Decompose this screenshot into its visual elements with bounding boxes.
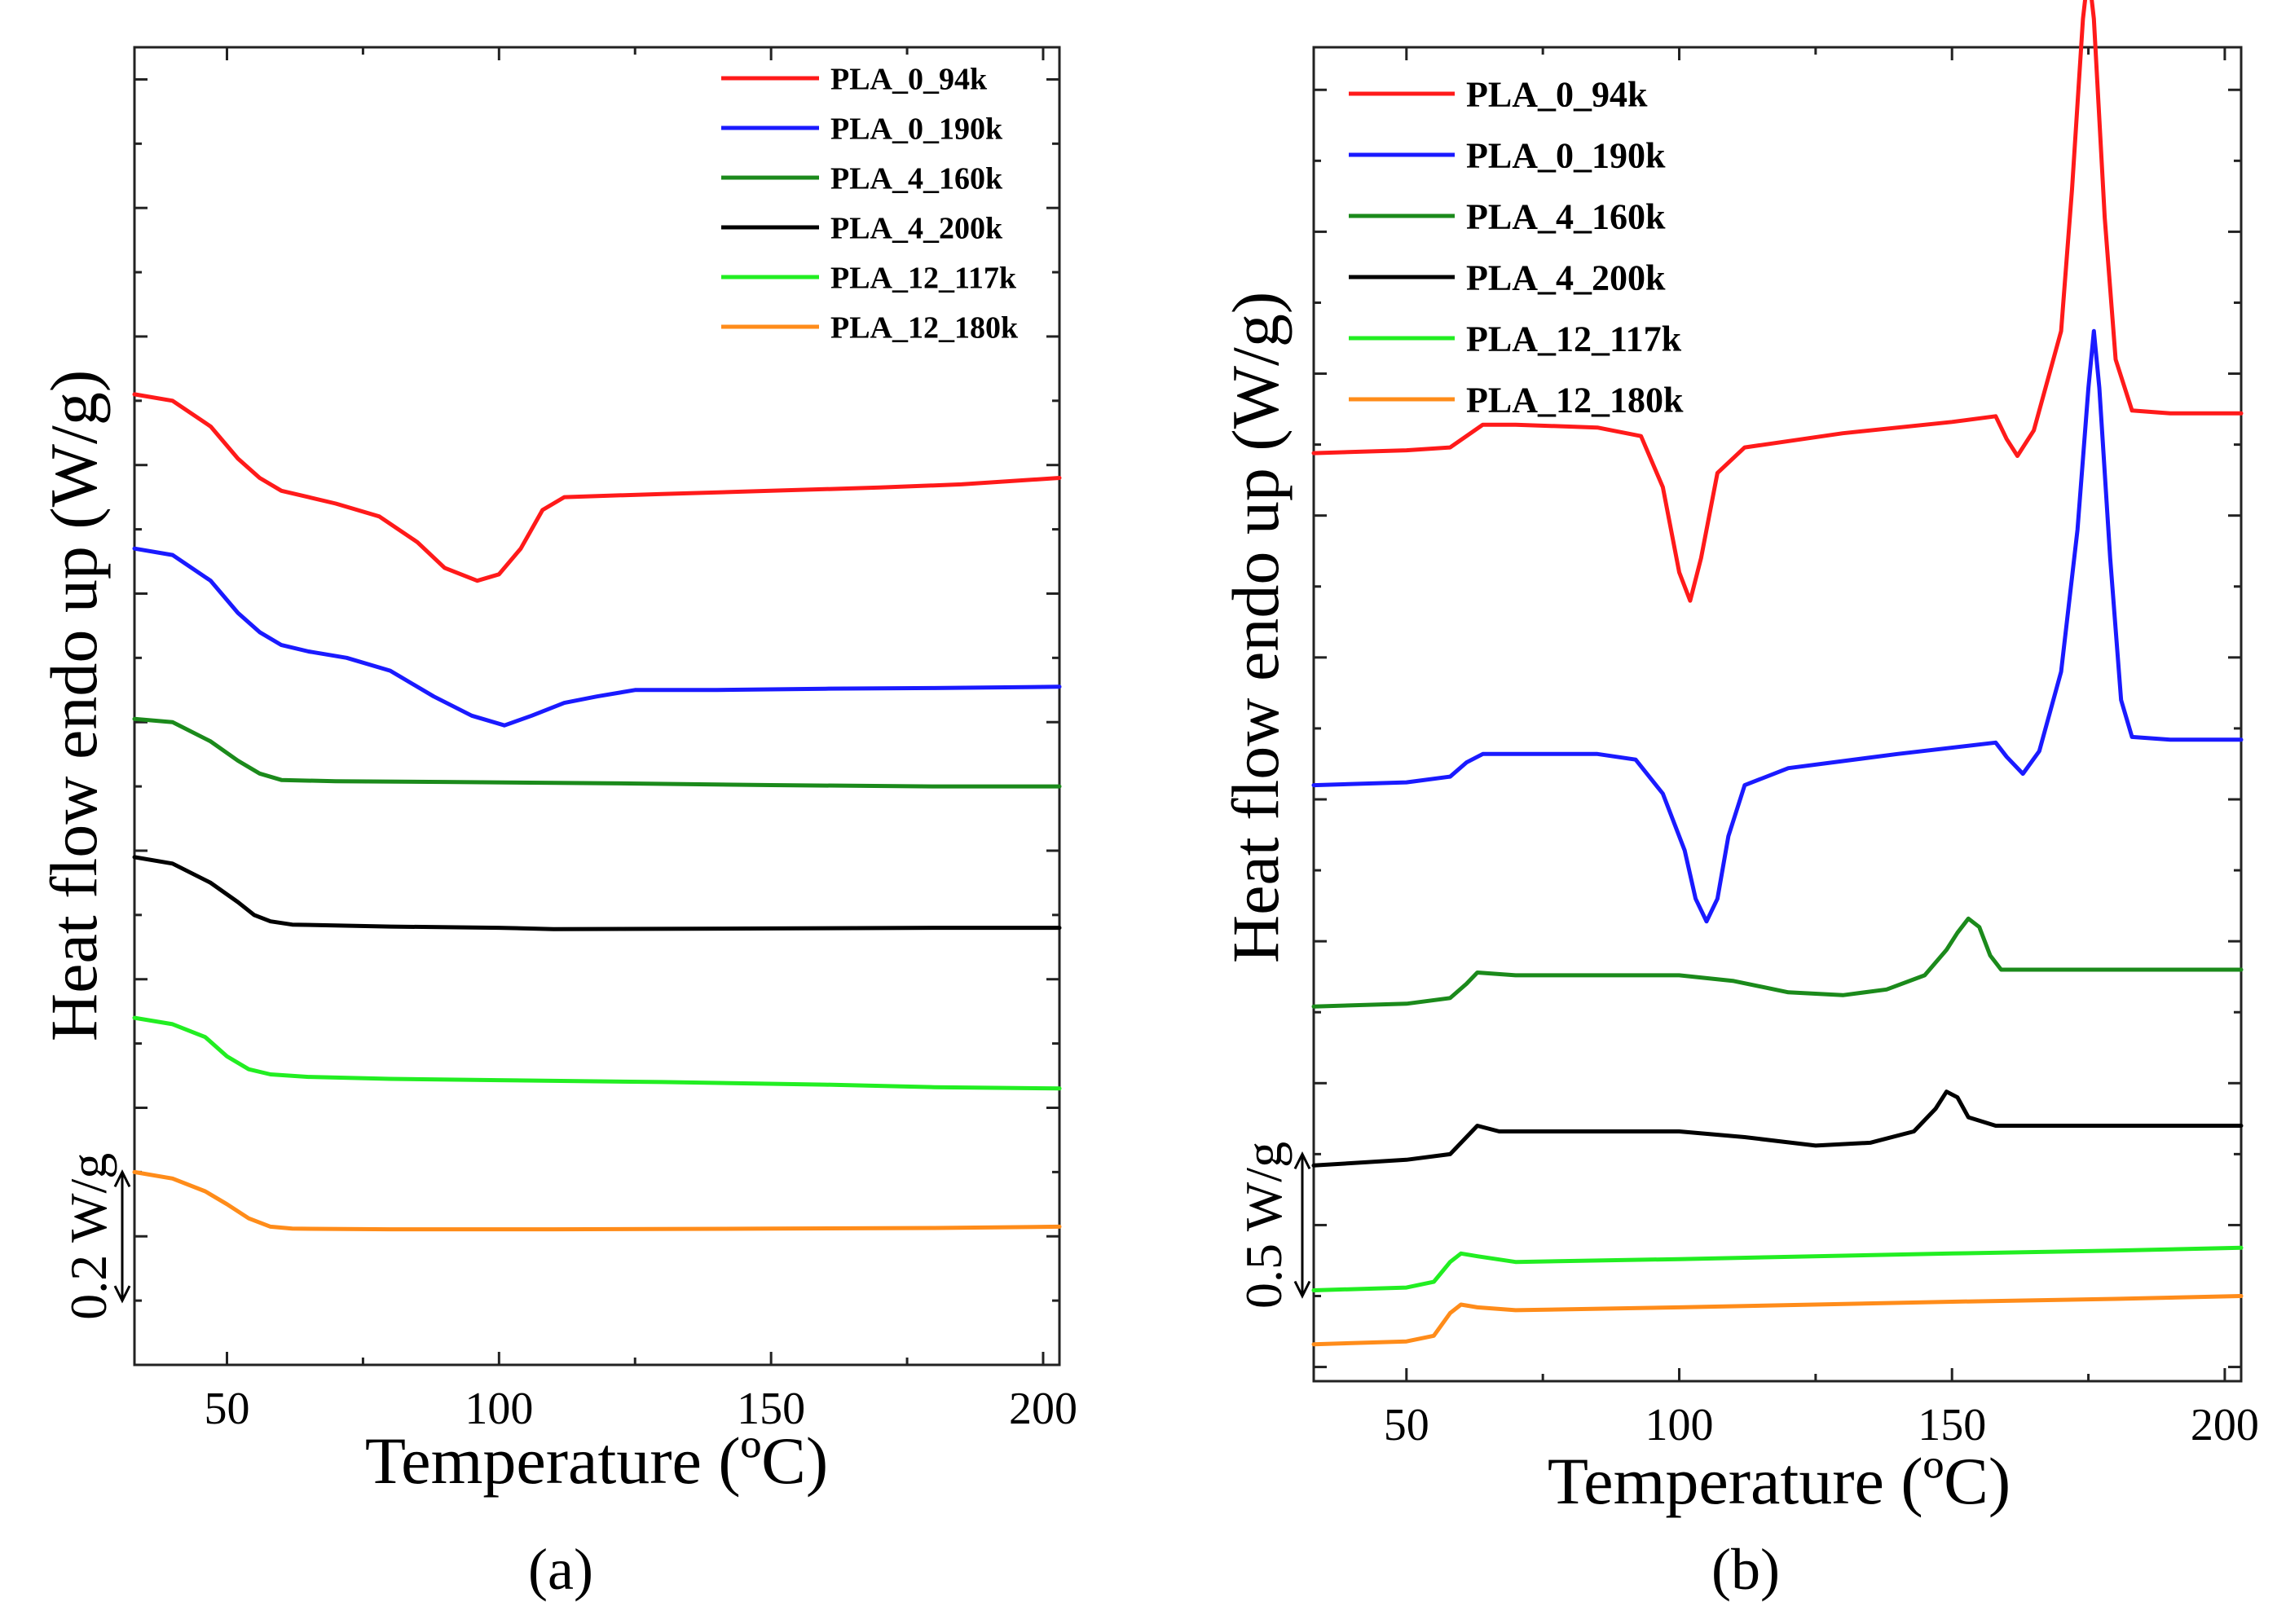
- y-axis-label-b: Heat flow endo up (W/g): [1218, 292, 1293, 963]
- series-line-PLA_4_160k: [132, 716, 1062, 789]
- scale-bar-arrow-top: [113, 1169, 131, 1188]
- legend-label: PLA_4_160k: [1466, 196, 1666, 236]
- x-tick-label: 50: [205, 1384, 250, 1434]
- legend-label: PLA_12_117k: [830, 261, 1017, 295]
- legend-label: PLA_4_200k: [1466, 257, 1666, 297]
- legend-label: PLA_12_180k: [1466, 380, 1684, 420]
- legend-label: PLA_4_160k: [830, 161, 1003, 196]
- legend-label: PLA_0_94k: [830, 62, 988, 96]
- series-line-PLA_12_180k: [132, 1169, 1062, 1232]
- legend-label: PLA_0_94k: [1466, 74, 1648, 114]
- legend-label: PLA_12_117k: [1466, 319, 1682, 359]
- x-tick-label: 50: [1384, 1400, 1429, 1450]
- legend-a: PLA_0_94k PLA_0_190k PLA_4_160k PLA_4_200k P…: [721, 62, 1019, 345]
- ticks-a: 50 100 150 200: [134, 47, 1077, 1434]
- y-axis-label-a: Heat flow endo up (W/g): [37, 370, 111, 1041]
- x-tick-label: 100: [1645, 1400, 1714, 1450]
- x-tick-label: 150: [1918, 1400, 1986, 1450]
- series-line-PLA_0_190k: [1311, 328, 2244, 924]
- curves-a: [132, 392, 1062, 1232]
- plot-frame-a: [133, 46, 1061, 1367]
- legend-label: PLA_0_190k: [830, 112, 1003, 146]
- scale-bar-arrow-bottom: [1293, 1280, 1311, 1299]
- series-line-PLA_0_94k: [132, 392, 1062, 583]
- panel-b: 50 100 150 200 PLA_0_94k PLA_0_190k PLA_4_160…: [1218, 0, 2259, 1602]
- legend-label: PLA_4_200k: [830, 211, 1003, 245]
- x-axis-label-a: Temperature (ºC): [365, 1424, 828, 1498]
- ticks-b: 50 100 150 200: [1314, 47, 2259, 1450]
- plot-frame-b: [1312, 46, 2243, 1383]
- legend-label: PLA_12_180k: [830, 310, 1019, 345]
- series-line-PLA_0_94k: [1311, 0, 2244, 603]
- x-tick-label: 150: [737, 1384, 805, 1434]
- series-line-PLA_12_180k: [1311, 1294, 2244, 1347]
- scale-bar-label: 0.5 W/g: [1235, 1142, 1293, 1309]
- scale-bar-label: 0.2 W/g: [59, 1153, 117, 1320]
- x-tick-label: 100: [465, 1384, 533, 1434]
- scale-bar-arrow-bottom: [113, 1285, 131, 1304]
- curves-b: [1311, 0, 2244, 1347]
- caption-a: (a): [528, 1537, 593, 1602]
- series-line-PLA_12_117k: [132, 1015, 1062, 1091]
- caption-b: (b): [1711, 1537, 1780, 1602]
- x-tick-label: 200: [2191, 1400, 2259, 1450]
- series-line-PLA_4_200k: [132, 855, 1062, 931]
- x-axis-label-b: Temperature (ºC): [1548, 1444, 2011, 1518]
- series-line-PLA_12_117k: [1311, 1245, 2244, 1292]
- scale-bar-a: 0.2 W/g: [59, 1153, 131, 1320]
- panel-a: 50 100 150 200 PLA_0_94k PLA_0_190k PLA_4_160…: [37, 46, 1077, 1602]
- series-line-PLA_0_190k: [132, 546, 1062, 728]
- series-line-PLA_4_200k: [1311, 1089, 2244, 1168]
- scale-bar-b: 0.5 W/g: [1235, 1142, 1311, 1309]
- legend-label: PLA_0_190k: [1466, 135, 1666, 175]
- x-tick-label: 200: [1009, 1384, 1077, 1434]
- series-line-PLA_4_160k: [1311, 916, 2244, 1009]
- scale-bar-arrow-top: [1293, 1151, 1311, 1170]
- legend-b: PLA_0_94k PLA_0_190k PLA_4_160k PLA_4_200k P…: [1349, 74, 1684, 420]
